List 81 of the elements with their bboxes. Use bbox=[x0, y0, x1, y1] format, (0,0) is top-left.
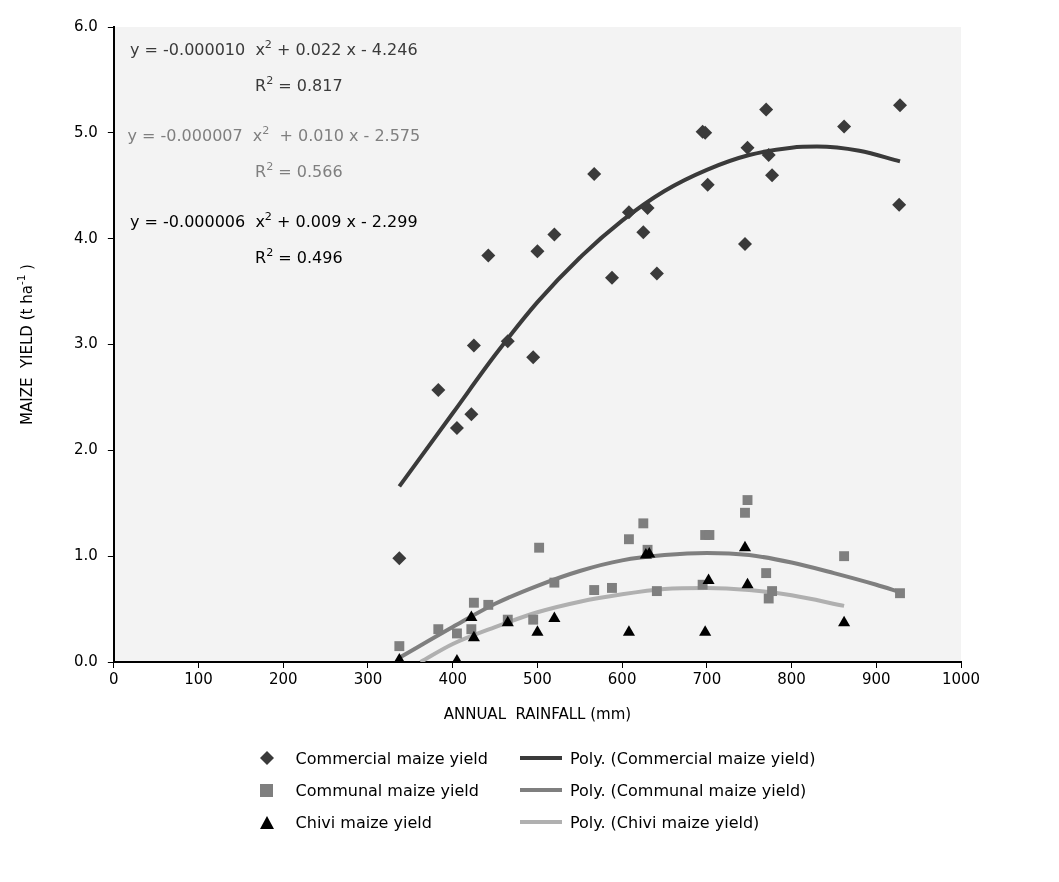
x-tick-label: 100 bbox=[184, 669, 213, 688]
point bbox=[604, 270, 619, 285]
point bbox=[704, 530, 715, 540]
point bbox=[649, 266, 664, 281]
y-axis-title: MAIZE YIELD (t ha-1 ) bbox=[15, 264, 36, 425]
point bbox=[433, 624, 444, 635]
point bbox=[607, 582, 617, 593]
legend-label: Poly. (Chivi maize yield) bbox=[569, 812, 760, 832]
legend-label: Poly. (Communal maize yield) bbox=[569, 780, 807, 800]
x-tick-label: 0 bbox=[109, 669, 119, 688]
point bbox=[589, 585, 600, 595]
x-tick-label: 300 bbox=[353, 669, 383, 688]
point bbox=[623, 534, 634, 545]
point bbox=[765, 168, 780, 183]
legend-label: Poly. (Commercial maize yield) bbox=[569, 748, 816, 768]
point bbox=[636, 225, 651, 240]
point bbox=[587, 167, 602, 182]
point bbox=[638, 518, 649, 529]
y-tick-label: 1.0 bbox=[74, 546, 98, 565]
y-tick-label: 5.0 bbox=[74, 122, 98, 141]
legend-label: Commercial maize yield bbox=[295, 748, 488, 768]
point bbox=[838, 615, 851, 627]
x-axis-title: ANNUAL RAINFALL (mm) bbox=[443, 704, 632, 723]
point bbox=[740, 507, 750, 518]
point bbox=[483, 599, 494, 610]
point bbox=[702, 573, 715, 585]
point bbox=[528, 614, 539, 625]
point bbox=[466, 624, 477, 635]
point bbox=[651, 586, 662, 597]
point bbox=[759, 102, 774, 117]
point bbox=[467, 630, 480, 642]
y-tick-label: 6.0 bbox=[74, 16, 98, 35]
point bbox=[452, 628, 462, 639]
x-tick-label: 800 bbox=[777, 669, 806, 688]
point bbox=[481, 248, 496, 263]
point bbox=[431, 383, 446, 398]
point bbox=[700, 177, 715, 192]
point bbox=[466, 338, 481, 353]
point bbox=[394, 641, 405, 652]
y-tick-label: 4.0 bbox=[74, 228, 98, 247]
y-tick-label: 0.0 bbox=[74, 651, 98, 670]
legend-label: Chivi maize yield bbox=[295, 812, 432, 832]
point bbox=[895, 588, 905, 599]
point bbox=[534, 542, 545, 553]
point bbox=[530, 244, 545, 259]
y-tick-label: 2.0 bbox=[74, 440, 98, 459]
point bbox=[465, 610, 478, 622]
x-tick-label: 700 bbox=[692, 669, 722, 688]
point bbox=[761, 568, 772, 579]
x-tick-label: 200 bbox=[268, 669, 298, 688]
x-tick-label: 900 bbox=[861, 669, 891, 688]
point bbox=[767, 586, 778, 597]
point bbox=[893, 98, 908, 113]
point bbox=[839, 551, 850, 562]
x-tick-label: 400 bbox=[438, 669, 468, 688]
x-tick-label: 500 bbox=[523, 669, 552, 688]
point bbox=[892, 197, 907, 212]
point bbox=[526, 350, 541, 365]
point bbox=[547, 227, 562, 242]
point bbox=[737, 236, 752, 251]
point bbox=[741, 577, 754, 589]
point bbox=[449, 421, 464, 436]
point bbox=[531, 625, 544, 636]
point bbox=[549, 577, 560, 588]
point bbox=[468, 597, 479, 608]
point bbox=[622, 625, 635, 636]
legend-label: Communal maize yield bbox=[295, 780, 479, 800]
x-tick-label: 600 bbox=[607, 669, 637, 688]
point bbox=[738, 540, 752, 552]
point bbox=[761, 148, 776, 163]
point bbox=[740, 140, 755, 155]
point bbox=[837, 119, 852, 134]
point bbox=[392, 551, 407, 566]
y-tick-label: 3.0 bbox=[74, 334, 98, 353]
point bbox=[548, 611, 561, 623]
x-tick-label: 1000 bbox=[941, 669, 981, 688]
point bbox=[699, 625, 712, 636]
point bbox=[500, 334, 515, 349]
point bbox=[742, 495, 753, 506]
point bbox=[621, 205, 636, 220]
point bbox=[464, 407, 479, 422]
